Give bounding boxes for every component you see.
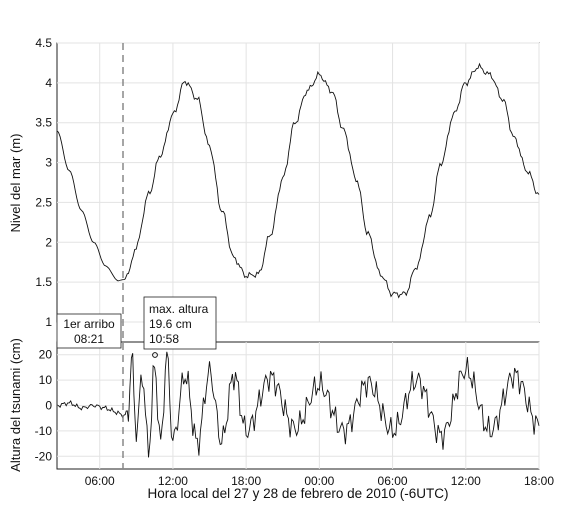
panel-bottom: -20 -10 0 10 20 06:00 12:00 18:00 00:00 06:00 12:… [8, 338, 554, 501]
bottom-xlabel: Hora local del 27 y 28 de febrero de 201… [148, 486, 449, 501]
top-y-tick-label: 2.5 [35, 195, 52, 209]
max-height-annotation: max. altura 19.6 cm 10:58 [143, 296, 217, 350]
panel-top-frame [56, 42, 540, 323]
max-marker [152, 352, 158, 358]
top-grid [57, 42, 540, 323]
bottom-x-tick-label: 12:00 [451, 474, 481, 488]
max-height-line-2: 19.6 cm [149, 317, 192, 331]
bottom-x-tick-label: 18:00 [524, 474, 554, 488]
bottom-x-tick-label: 06:00 [378, 474, 408, 488]
first-arrival-line-1: 1er arribo [63, 317, 115, 331]
max-height-box [143, 296, 217, 350]
top-y-tick-label: 4.5 [35, 36, 52, 50]
top-y-tick-label: 4 [45, 76, 52, 90]
top-y-tick-label: 3 [45, 156, 52, 170]
bottom-y-tick-label: -20 [35, 449, 53, 463]
bottom-x-tick-label: 18:00 [231, 474, 261, 488]
bottom-series-line [56, 351, 540, 458]
top-y-ticks: 1 1.5 2 2.5 3 3.5 4 4.5 [35, 36, 52, 329]
top-y-tick-label: 3.5 [35, 116, 52, 130]
bottom-y-tick-label: 0 [45, 399, 52, 413]
top-y-tick-label: 2 [45, 235, 52, 249]
panel-top: 1 1.5 2 2.5 3 3.5 4 4.5 Nivel del mar (m) [8, 36, 540, 329]
first-arrival-line-2: 08:21 [74, 332, 104, 346]
first-arrival-box [56, 313, 122, 349]
first-arrival-annotation: 1er arribo 08:21 [56, 313, 122, 349]
top-series-line [56, 62, 540, 299]
bottom-y-tick-label: 10 [39, 373, 53, 387]
bottom-y-ticks: -20 -10 0 10 20 [35, 348, 53, 464]
top-y-tick-label: 1.5 [35, 275, 52, 289]
bottom-ylabel: Altura del tsunami (cm) [8, 338, 23, 472]
bottom-y-tick-label: -10 [35, 424, 53, 438]
max-height-line-3: 10:58 [149, 332, 179, 346]
bottom-x-ticks: 06:00 12:00 18:00 00:00 06:00 12:00 18:00 [85, 474, 555, 488]
bottom-x-tick-label: 12:00 [158, 474, 188, 488]
bottom-x-tick-label: 00:00 [304, 474, 334, 488]
top-ylabel: Nivel del mar (m) [8, 134, 23, 233]
top-y-tick-label: 1 [45, 315, 52, 329]
bottom-y-tick-label: 20 [39, 348, 53, 362]
bottom-x-tick-label: 06:00 [85, 474, 115, 488]
max-height-line-1: max. altura [149, 302, 209, 316]
